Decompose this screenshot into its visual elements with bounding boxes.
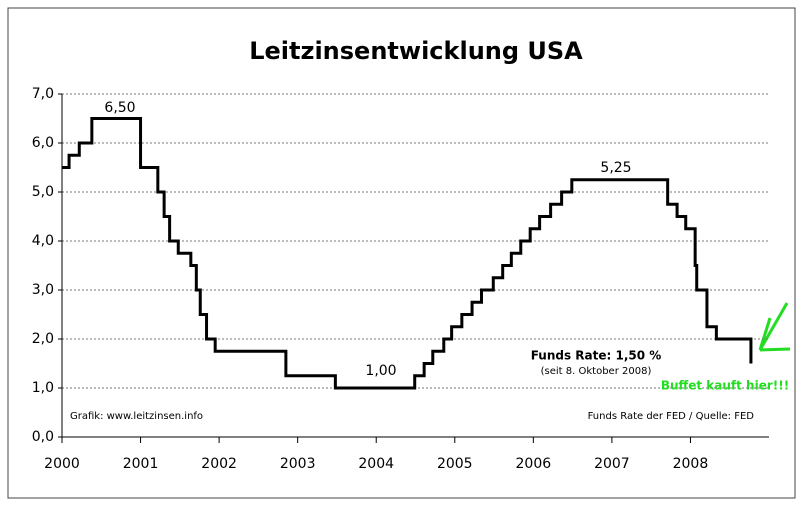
chart-frame [7, 7, 796, 499]
y-tick-label: 1,0 [32, 380, 54, 396]
x-tick-label: 2006 [516, 456, 552, 472]
annotation: Funds Rate der FED / Quelle: FED [588, 411, 755, 422]
x-tick-label: 2008 [673, 456, 709, 472]
arrow [758, 302, 791, 352]
y-tick-label: 0,0 [32, 429, 54, 445]
x-tick-label: 2003 [280, 456, 316, 472]
chart-title: Leitzinsentwicklung USA [249, 37, 583, 65]
y-tick-label: 4,0 [32, 233, 54, 249]
y-tick-label: 7,0 [32, 86, 54, 102]
annotation: Grafik: www.leitzinsen.info [70, 411, 203, 422]
y-tick-label: 6,0 [32, 135, 54, 151]
x-tick-label: 2005 [437, 456, 473, 472]
x-tick-label: 2001 [123, 456, 159, 472]
x-tick-label: 2002 [201, 456, 237, 472]
x-tick-label: 2000 [44, 456, 80, 472]
y-tick-label: 5,0 [32, 184, 54, 200]
annotation: Buffet kauft hier!!! [661, 379, 789, 393]
x-tick-label: 2004 [358, 456, 394, 472]
annotation: 1,00 [365, 363, 396, 379]
y-tick-label: 3,0 [32, 282, 54, 298]
annotation: (seit 8. Oktober 2008) [541, 366, 652, 377]
annotation: Funds Rate: 1,50 % [531, 349, 662, 363]
y-tick-label: 2,0 [32, 331, 54, 347]
rate-line [62, 117, 753, 390]
annotation: 6,50 [104, 100, 135, 116]
x-tick-label: 2007 [594, 456, 630, 472]
annotation: 5,25 [600, 160, 631, 176]
